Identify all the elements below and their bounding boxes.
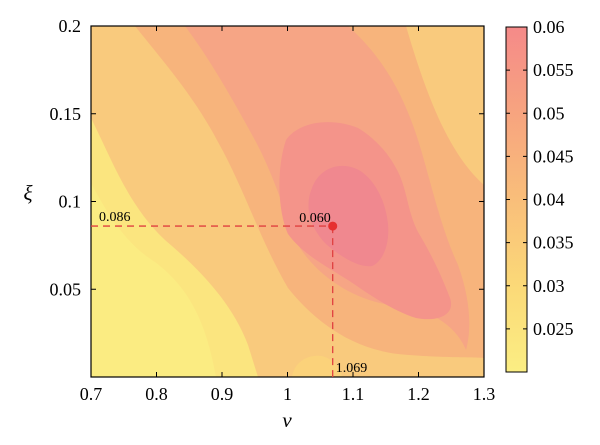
contour-regions bbox=[91, 26, 484, 377]
peak-value-label: 0.060 bbox=[299, 211, 331, 226]
contour-region-peak bbox=[308, 165, 389, 267]
y-tick-label-1: 0.1 bbox=[59, 192, 82, 212]
peak-x-label: 1.069 bbox=[336, 361, 368, 376]
y-tick-label-3: 0.2 bbox=[59, 16, 82, 36]
colorbar-tick-label-4: 0.045 bbox=[533, 146, 574, 166]
colorbar-tick-label-0: 0.025 bbox=[533, 319, 574, 339]
y-tick-label-0: 0.05 bbox=[50, 279, 82, 299]
x-tick-label-4: 1.1 bbox=[342, 384, 365, 404]
colorbar-tick-label-2: 0.035 bbox=[533, 233, 574, 253]
y-axis: 0.05 0.1 0.15 0.2 bbox=[50, 16, 484, 299]
x-tick-label-1: 0.8 bbox=[145, 384, 168, 404]
colorbar-tick-label-3: 0.04 bbox=[533, 190, 565, 210]
colorbar-tick-label-5: 0.05 bbox=[533, 103, 565, 123]
y-tick-label-2: 0.15 bbox=[50, 104, 82, 124]
contour-region-notch bbox=[292, 355, 342, 377]
x-tick-label-2: 0.9 bbox=[211, 384, 234, 404]
x-axis-label: ν bbox=[282, 408, 292, 432]
colorbar-tick-label-7: 0.06 bbox=[533, 17, 565, 37]
contour-region-lowest bbox=[91, 183, 216, 377]
colorbar-axis: 0.025 0.03 0.035 0.04 0.045 0.05 0.055 0.06 bbox=[506, 17, 574, 339]
x-tick-label-6: 1.3 bbox=[473, 384, 496, 404]
colorbar-tick-label-6: 0.055 bbox=[533, 60, 574, 80]
x-tick-label-3: 1 bbox=[283, 384, 292, 404]
peak-y-label: 0.086 bbox=[99, 210, 131, 225]
colorbar-tick-label-1: 0.03 bbox=[533, 276, 565, 296]
x-tick-label-5: 1.2 bbox=[407, 384, 430, 404]
y-axis-label: ξ bbox=[24, 181, 33, 205]
x-axis: 0.7 0.8 0.9 1 1.1 1.2 1.3 bbox=[80, 26, 496, 404]
x-tick-label-0: 0.7 bbox=[80, 384, 103, 404]
peak-marker bbox=[328, 221, 338, 231]
